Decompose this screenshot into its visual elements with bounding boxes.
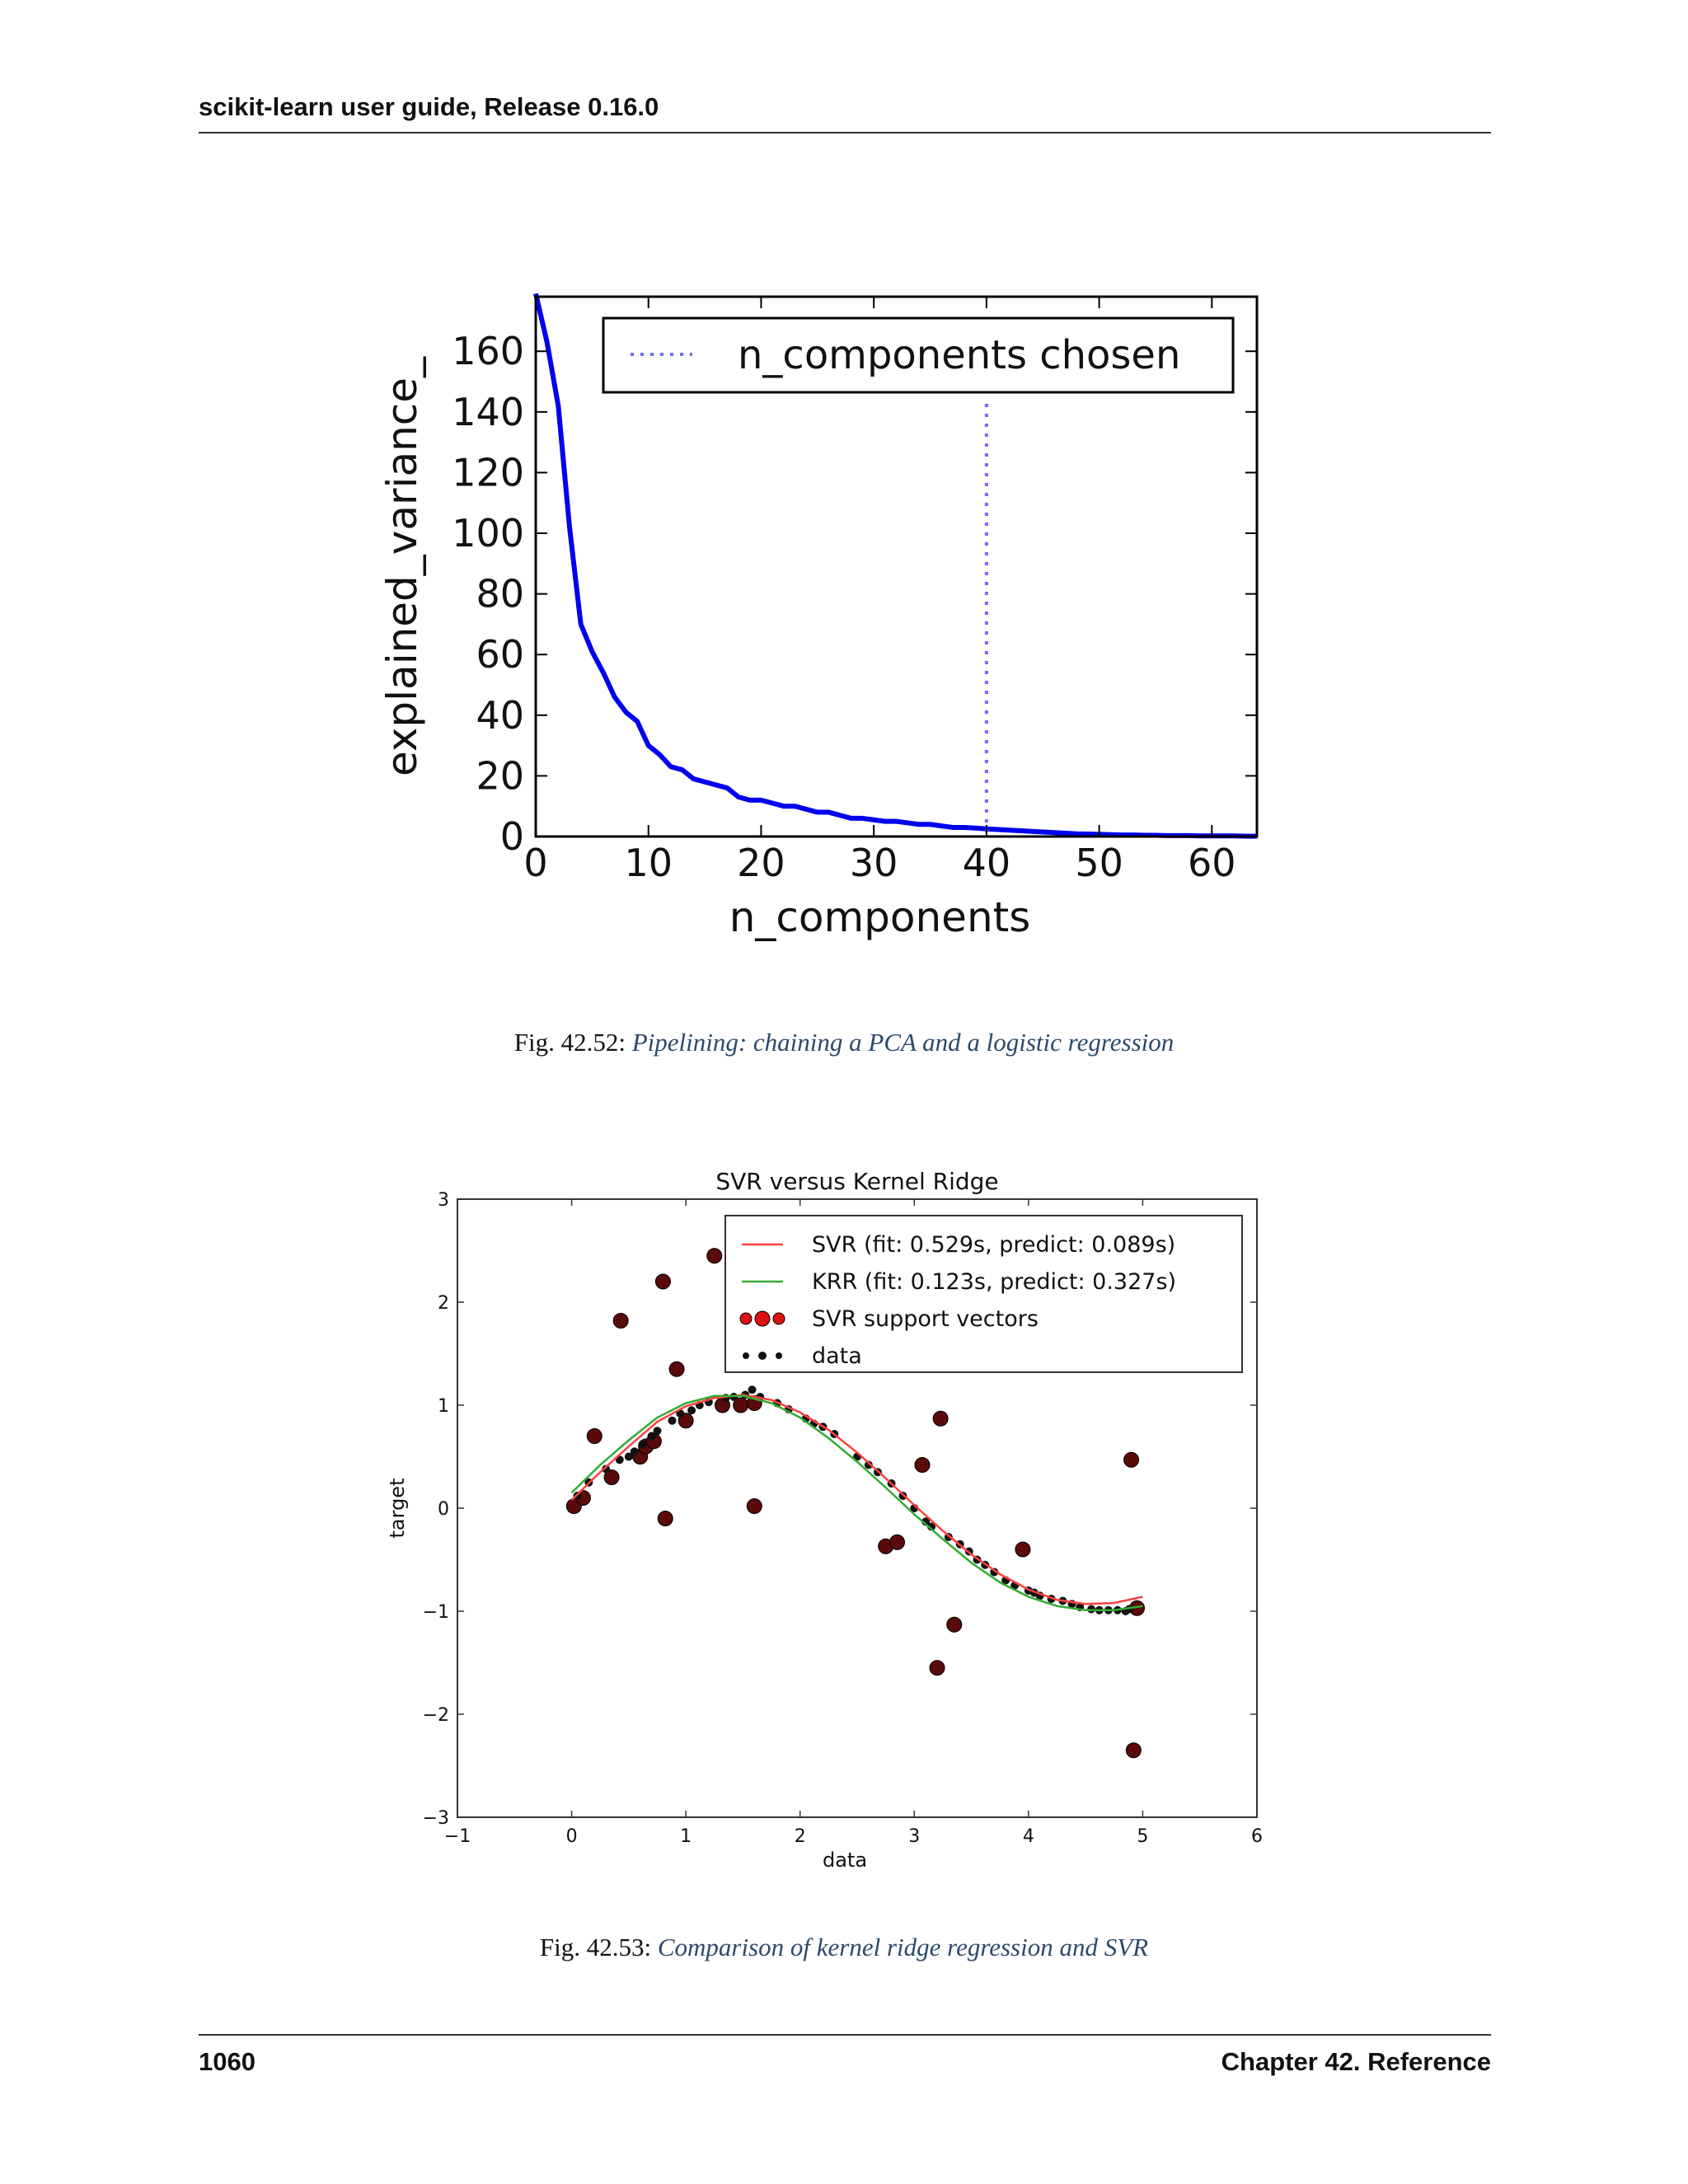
legend-label: KRR (fit: 0.123s, predict: 0.327s) (812, 1269, 1176, 1295)
svr-prediction-line (570, 1394, 1143, 1605)
x-tick-label: −1 (444, 1826, 471, 1847)
x-axis-label: n_components (729, 893, 1031, 941)
x-tick-label: 50 (1075, 841, 1123, 885)
y-axis-label: explained_variance_ (378, 356, 426, 776)
legend-label: SVR support vectors (812, 1306, 1039, 1332)
page-footer: 1060 Chapter 42. Reference (199, 2034, 1491, 2077)
x-tick-label: 5 (1137, 1826, 1148, 1847)
y-tick-label: 20 (476, 753, 524, 798)
data-point (653, 1427, 662, 1436)
support-vector-point (746, 1498, 762, 1514)
support-vector-point (946, 1616, 963, 1633)
legend-swatch (776, 1352, 782, 1359)
support-vector-point (612, 1313, 629, 1329)
x-tick-label: 4 (1023, 1826, 1034, 1847)
pca-explained-variance-chart: 0 10 20 30 40 50 60 0 20 40 60 80 100 120 140 160 n_comp… (378, 293, 1259, 941)
x-tick-label: 0 (566, 1826, 578, 1847)
legend-swatch (739, 1312, 753, 1325)
running-head: scikit-learn user guide, Release 0.16.0 (199, 92, 1491, 134)
data-point (602, 1465, 611, 1474)
y-tick-label: 1 (438, 1396, 449, 1417)
x-tick-label: 30 (850, 841, 898, 885)
support-vector-point (1015, 1541, 1031, 1558)
data-point (638, 1440, 647, 1449)
x-tick-label: 60 (1188, 841, 1236, 885)
support-vector-point (706, 1248, 723, 1264)
svr-vs-kernel-ridge-chart: SVR versus Kernel Ridge −1 0 1 2 3 4 5 6 −3 −2 −1 0 1… (386, 1168, 1263, 1872)
figure-label: Fig. 42.53: (539, 1933, 652, 1961)
legend-label: SVR (fit: 0.529s, predict: 0.089s) (812, 1232, 1175, 1258)
legend-label: data (812, 1343, 862, 1369)
data-point (864, 1460, 873, 1469)
legend-swatch (754, 1310, 771, 1327)
data-point (927, 1522, 936, 1531)
legend-label: n_components chosen (738, 332, 1180, 378)
y-tick-label: 100 (452, 511, 524, 555)
data-point (624, 1452, 633, 1461)
support-vector-point (654, 1273, 671, 1290)
y-tick-label: −2 (423, 1705, 449, 1726)
data-point (647, 1432, 656, 1441)
x-tick-label: 0 (523, 841, 547, 885)
legend-swatch (743, 1352, 749, 1359)
support-vector-point (1123, 1451, 1140, 1468)
data-point (630, 1447, 639, 1456)
chart-legend: SVR (fit: 0.529s, predict: 0.089s) KRR (f… (724, 1215, 1243, 1373)
y-tick-label: 2 (438, 1293, 449, 1314)
figure-caption-42-53: Fig. 42.53: Comparison of kernel ridge r… (0, 1933, 1688, 1962)
y-tick-label: 0 (438, 1499, 449, 1520)
x-tick-label: 40 (963, 841, 1011, 885)
y-tick-label: −1 (423, 1602, 449, 1623)
y-tick-label: 3 (438, 1190, 449, 1211)
krr-prediction-line (570, 1394, 1143, 1611)
support-vector-point (603, 1469, 620, 1485)
support-vector-point (586, 1428, 603, 1444)
y-tick-label: −3 (423, 1808, 449, 1829)
x-tick-label: 3 (908, 1826, 920, 1847)
data-point (687, 1406, 696, 1415)
y-tick-label: 120 (452, 450, 524, 494)
explained-variance-line (533, 293, 1257, 839)
legend-swatch (772, 1312, 785, 1325)
legend-swatch (758, 1352, 767, 1360)
legend-box (602, 316, 1235, 394)
x-tick-label: 10 (624, 841, 673, 885)
y-tick-label: 140 (452, 390, 524, 434)
chart-axes: SVR versus Kernel Ridge −1 0 1 2 3 4 5 6 −3 −2 −1 0 1… (386, 1168, 1263, 1872)
legend-box (724, 1215, 1243, 1373)
data-point (668, 1416, 677, 1425)
support-vector-point (657, 1511, 673, 1526)
support-vector-point (668, 1361, 685, 1377)
plot-frame (534, 295, 1259, 838)
data-point (748, 1385, 757, 1394)
chapter-title: Chapter 42. Reference (1221, 2047, 1491, 2076)
figure-caption-link[interactable]: Comparison of kernel ridge regression an… (657, 1933, 1149, 1961)
x-tick-label: 20 (737, 841, 785, 885)
figure-caption-42-52: Fig. 42.52: Pipelining: chaining a PCA a… (0, 1028, 1688, 1057)
support-vector-point (1125, 1742, 1142, 1759)
x-axis-label: data (823, 1849, 867, 1872)
chart-title: SVR versus Kernel Ridge (715, 1168, 998, 1195)
y-tick-label: 160 (452, 329, 524, 373)
chart-legend: n_components chosen (602, 316, 1235, 394)
support-vector-point (889, 1534, 905, 1550)
y-axis-label: target (386, 1479, 409, 1539)
page-number: 1060 (199, 2047, 256, 2076)
x-tick-label: 6 (1251, 1826, 1263, 1847)
support-vector-point (929, 1660, 945, 1676)
y-tick-label: 60 (476, 632, 524, 677)
figure-label: Fig. 42.52: (513, 1028, 626, 1057)
y-tick-label: 0 (500, 814, 524, 859)
x-tick-label: 1 (680, 1826, 692, 1847)
chart-axes: 0 10 20 30 40 50 60 0 20 40 60 80 100 120 140 160 n_comp… (378, 293, 1259, 941)
y-tick-label: 40 (476, 693, 524, 738)
support-vector-point (914, 1457, 931, 1473)
support-vector-point (932, 1410, 949, 1427)
x-tick-label: 2 (795, 1826, 806, 1847)
y-tick-label: 80 (476, 572, 524, 616)
figure-caption-link[interactable]: Pipelining: chaining a PCA and a logisti… (631, 1028, 1175, 1057)
